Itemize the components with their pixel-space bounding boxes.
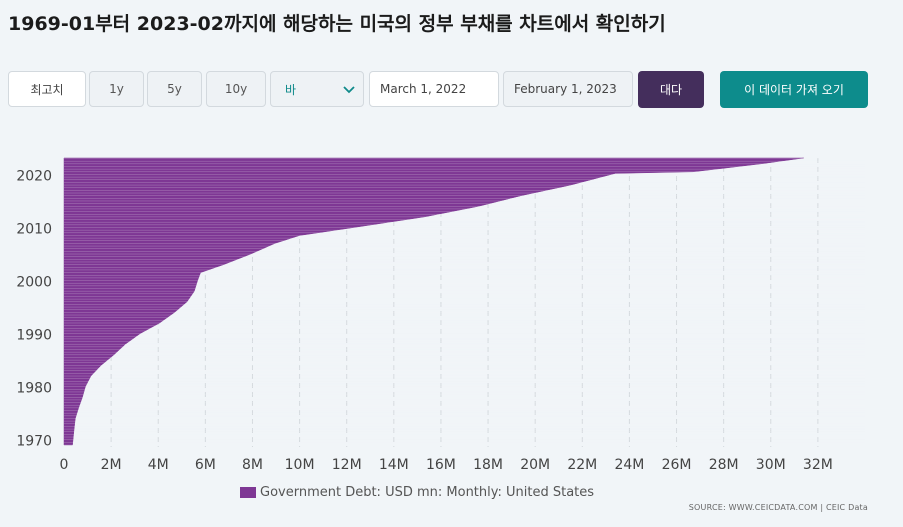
chart-controls: 최고치 1y 5y 10y 바 대다 이 데이터 가져 오기 <box>0 71 903 109</box>
chart-type-value: 바 <box>285 82 297 97</box>
source-credit: SOURCE: WWW.CEICDATA.COM | CEIC Data <box>688 503 868 512</box>
x-tick-label: 12M <box>332 457 362 473</box>
legend-label: Government Debt: USD mn: Monthly: United… <box>260 485 595 500</box>
x-tick-label: 32M <box>803 457 833 473</box>
x-tick-label: 18M <box>473 457 503 473</box>
x-tick-label: 6M <box>195 457 216 473</box>
x-tick-label: 30M <box>756 457 786 473</box>
y-tick-label: 2010 <box>16 221 52 237</box>
y-tick-label: 1980 <box>16 381 52 397</box>
range-max-button[interactable]: 최고치 <box>8 71 86 107</box>
range-5y-button[interactable]: 5y <box>147 71 202 107</box>
range-10y-button[interactable]: 10y <box>206 71 266 107</box>
range-1y-button[interactable]: 1y <box>89 71 144 107</box>
chevron-down-icon <box>343 86 355 94</box>
page-title: 1969-01부터 2023-02까지에 해당하는 미국의 정부 부채를 차트에… <box>8 13 666 35</box>
y-tick-label: 1970 <box>16 434 52 450</box>
y-tick-label: 1990 <box>16 328 52 344</box>
y-tick-label: 2020 <box>16 168 52 184</box>
chart-legend[interactable]: Government Debt: USD mn: Monthly: United… <box>240 485 594 500</box>
x-tick-label: 2M <box>101 457 122 473</box>
x-tick-label: 28M <box>709 457 739 473</box>
x-tick-label: 4M <box>148 457 169 473</box>
chart-type-select[interactable]: 바 <box>270 71 364 107</box>
x-tick-label: 16M <box>426 457 456 473</box>
x-tick-label: 26M <box>662 457 692 473</box>
x-tick-label: 10M <box>285 457 315 473</box>
get-data-button[interactable]: 이 데이터 가져 오기 <box>720 71 868 108</box>
x-tick-label: 0 <box>60 457 69 473</box>
x-tick-label: 14M <box>379 457 409 473</box>
x-tick-label: 24M <box>614 457 644 473</box>
start-date-input[interactable] <box>369 71 499 107</box>
debt-chart: 1970 1980 1990 2000 2010 2020 0 2M 4M 6M 8M 10M 12M 1… <box>16 157 865 473</box>
legend-swatch <box>240 487 256 498</box>
compare-button[interactable]: 대다 <box>638 71 704 108</box>
x-tick-label: 8M <box>242 457 263 473</box>
x-tick-label: 20M <box>520 457 550 473</box>
end-date-input[interactable] <box>503 71 633 107</box>
y-tick-label: 2000 <box>16 275 52 291</box>
x-tick-label: 22M <box>567 457 597 473</box>
